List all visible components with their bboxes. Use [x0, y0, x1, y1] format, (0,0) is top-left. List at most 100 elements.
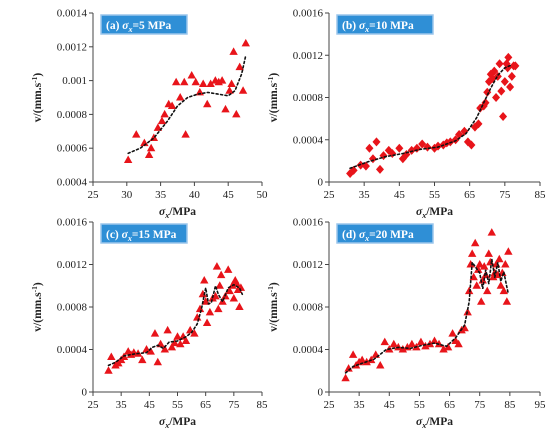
x-axis-label: σx/MPa	[159, 206, 196, 220]
data-point	[187, 71, 196, 79]
data-point	[490, 66, 499, 76]
y-tick-label: 0	[318, 177, 324, 189]
data-point	[502, 297, 512, 305]
data-point	[144, 150, 154, 158]
x-tick-label: 45	[384, 399, 396, 411]
y-tick-label: 0.0016	[293, 217, 324, 229]
data-point	[224, 265, 233, 273]
data-point	[232, 109, 241, 118]
x-tick-label: 35	[359, 189, 371, 201]
data-point	[104, 366, 113, 374]
data-point	[421, 341, 430, 350]
data-point	[499, 286, 509, 295]
data-point	[171, 77, 181, 86]
x-tick-label: 65	[444, 399, 456, 411]
data-point	[200, 275, 209, 284]
data-point	[376, 360, 385, 369]
data-point	[484, 249, 493, 257]
data-point	[153, 357, 162, 366]
data-point	[150, 329, 160, 337]
y-tick-label: 0.0004	[293, 134, 324, 146]
data-point	[407, 339, 417, 348]
data-point	[448, 329, 457, 337]
x-tick-label: 65	[464, 189, 476, 201]
y-tick-label: 0.0008	[57, 302, 88, 314]
chart-panel-b: 25 35 45 55 65 75 85 0 0.0004 0.0008 0.0012 0.0016 σ…	[266, 8, 546, 221]
data-point	[236, 283, 246, 291]
data-point	[472, 281, 481, 289]
y-tick-label: 0.0012	[293, 50, 323, 62]
x-tick-label: 50	[257, 189, 269, 201]
x-tick-label: 75	[228, 399, 240, 411]
data-point	[395, 143, 404, 153]
panel-label: (d) σx=20 MPa	[342, 229, 414, 243]
chart-panel-c: 25 35 45 55 65 75 85 0 0.0004 0.0008 0.0012 0.0016 σ…	[30, 217, 268, 430]
data-point	[235, 302, 244, 310]
data-point	[492, 93, 501, 102]
data-point	[483, 286, 492, 295]
data-point	[487, 228, 496, 236]
data-point	[475, 260, 484, 268]
data-point	[153, 123, 163, 131]
data-point	[221, 104, 230, 113]
data-point	[344, 364, 353, 372]
x-tick-label: 85	[504, 399, 516, 411]
x-axis-label: σx/MPa	[159, 416, 196, 430]
data-point	[348, 350, 358, 358]
data-point	[504, 247, 513, 255]
data-point	[499, 112, 508, 122]
panel-label-box	[100, 223, 188, 244]
data-point	[206, 79, 215, 87]
y-tick-label: 0	[82, 387, 88, 399]
y-axis-label: v/(mm.s-1)	[30, 282, 44, 332]
x-axis-label: σx/MPa	[416, 206, 453, 220]
x-tick-label: 35	[116, 399, 128, 411]
fit-line	[344, 259, 510, 374]
data-point	[202, 318, 212, 326]
y-tick-label: 0.0008	[57, 109, 88, 121]
data-point	[107, 352, 116, 360]
x-tick-label: 45	[144, 399, 156, 411]
panel-label-box	[336, 223, 434, 244]
data-point	[191, 77, 200, 86]
x-tick-label: 25	[88, 399, 100, 411]
data-point	[173, 332, 182, 340]
y-tick-label: 0.0004	[57, 177, 88, 189]
data-point	[501, 260, 510, 268]
data-point	[235, 62, 244, 71]
y-tick-label: 0.0004	[57, 344, 88, 356]
data-point	[439, 345, 448, 353]
data-point	[160, 109, 169, 118]
data-point	[474, 119, 483, 129]
x-tick-label: 55	[429, 189, 441, 201]
panel-label: (a) σx=5 MPa	[106, 20, 172, 34]
data-point	[357, 355, 367, 364]
y-tick-label: 0.001	[62, 75, 87, 87]
data-point	[167, 101, 177, 109]
data-point	[238, 86, 248, 94]
y-axis-label: v/(mm.s-1)	[266, 73, 280, 123]
data-point	[398, 345, 408, 353]
y-tick-label: 0.0016	[293, 8, 324, 20]
chart-panel-a: 25 30 35 40 45 50 0.0004 0.0006 0.0008 0.001 0.001…	[30, 8, 268, 221]
data-point	[132, 130, 141, 138]
y-tick-label: 0.0004	[293, 344, 324, 356]
data-point	[229, 294, 239, 302]
data-point	[157, 116, 167, 125]
data-point	[443, 342, 453, 351]
x-tick-label: 75	[474, 399, 486, 411]
data-point	[477, 297, 486, 305]
data-point	[434, 141, 443, 151]
fit-line	[349, 64, 513, 170]
data-point	[467, 249, 477, 257]
data-point	[467, 140, 476, 150]
data-point	[495, 59, 504, 69]
data-point	[341, 373, 350, 382]
data-point	[225, 86, 234, 94]
data-point	[241, 38, 250, 47]
data-point	[227, 79, 236, 87]
data-point	[466, 260, 475, 268]
data-point	[495, 254, 504, 263]
x-tick-label: 30	[121, 189, 133, 201]
